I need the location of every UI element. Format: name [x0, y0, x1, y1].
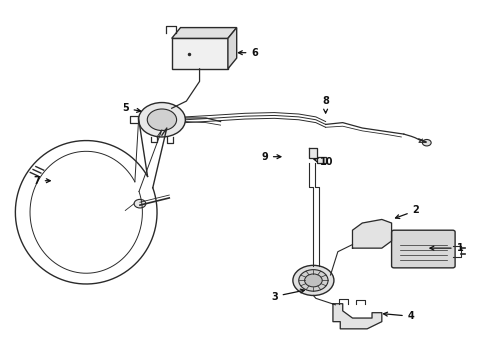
Circle shape [299, 270, 328, 291]
FancyBboxPatch shape [392, 230, 455, 268]
Text: 9: 9 [261, 152, 281, 162]
Text: 4: 4 [384, 311, 415, 321]
Text: 5: 5 [122, 103, 141, 113]
Circle shape [422, 139, 431, 146]
Circle shape [305, 274, 322, 287]
Polygon shape [352, 220, 392, 248]
Polygon shape [172, 28, 237, 39]
Text: 2: 2 [395, 206, 419, 219]
FancyBboxPatch shape [172, 39, 228, 69]
Circle shape [147, 109, 176, 131]
Text: 3: 3 [271, 289, 304, 302]
Text: 1: 1 [430, 243, 464, 253]
Circle shape [293, 265, 334, 296]
Circle shape [139, 103, 185, 137]
Polygon shape [228, 28, 237, 69]
Text: 6: 6 [239, 48, 258, 58]
Text: 10: 10 [314, 157, 334, 167]
Circle shape [134, 199, 146, 208]
Text: 8: 8 [322, 96, 329, 113]
Polygon shape [333, 304, 382, 329]
Text: 7: 7 [33, 176, 50, 186]
Polygon shape [309, 148, 326, 163]
